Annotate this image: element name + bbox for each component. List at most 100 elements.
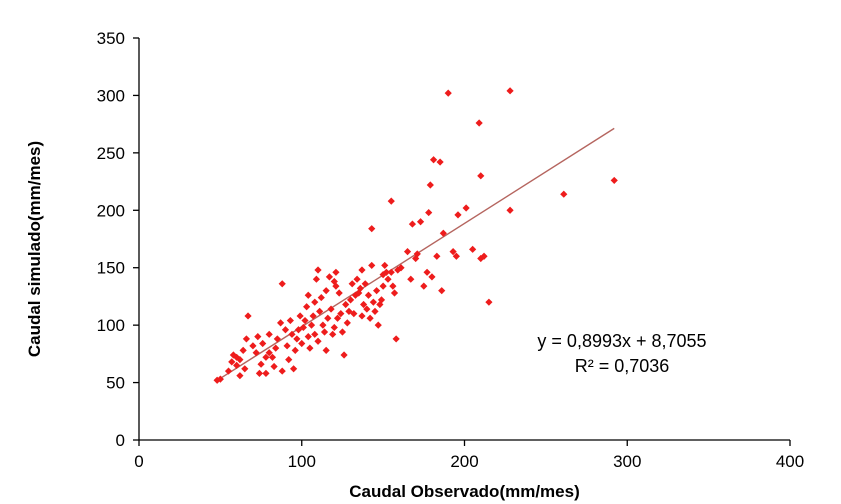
data-point [324,314,332,322]
data-point [306,344,314,352]
data-point [382,268,390,276]
data-point [366,314,374,322]
data-point [265,330,273,338]
data-point [379,282,387,290]
y-tick-label: 300 [97,86,125,105]
data-point [353,275,361,283]
data-point [345,307,353,315]
data-point [241,365,249,373]
data-point [330,323,338,332]
data-point [454,211,462,219]
data-point [276,319,285,327]
data-point [420,282,428,290]
data-point [332,268,340,276]
data-point [236,372,244,380]
data-point [340,351,348,359]
data-point [262,353,270,361]
data-point [407,275,415,283]
data-point [377,296,386,304]
data-point [304,333,312,341]
data-point [273,335,281,343]
x-tick-label: 300 [613,452,641,471]
x-ticks: 0 100 200 300 400 [134,440,804,471]
y-ticks: 0 50 100 150 200 250 300 350 [97,29,139,450]
data-point [265,349,273,357]
data-point [303,303,311,311]
data-point [259,339,267,348]
data-point [228,358,236,366]
data-point [444,89,452,97]
data-point [356,284,364,292]
data-point [281,326,290,334]
r-squared-label: R² = 0,7036 [575,356,670,376]
data-point [439,229,447,237]
data-point [314,266,322,274]
data-point [244,312,252,320]
data-point [290,365,298,373]
data-point [319,321,327,329]
data-point [425,208,433,217]
data-point [252,349,260,357]
data-point [342,300,350,309]
data-point [298,339,306,348]
data-point [416,218,425,226]
x-tick-label: 200 [450,452,478,471]
data-point [332,282,340,290]
data-point [397,264,405,272]
data-point [373,287,381,295]
data-point [408,220,417,228]
data-point [329,330,337,338]
data-point [387,197,395,205]
data-point [462,204,470,212]
data-point [325,273,334,281]
data-point [304,291,312,299]
data-point [413,250,421,258]
data-point [384,275,392,283]
data-point [371,307,379,315]
data-point [369,298,377,306]
data-point [351,291,360,299]
x-tick-label: 100 [288,452,316,471]
data-point [438,287,446,295]
data-point [449,248,457,256]
data-point [239,346,247,355]
data-point [229,351,237,359]
data-point [242,335,251,343]
y-tick-label: 200 [97,201,125,220]
data-point [390,289,399,297]
data-point [254,333,262,341]
data-point [485,298,493,306]
data-point [285,356,293,364]
data-point [309,312,317,320]
data-points [213,87,618,384]
data-point [363,305,371,313]
data-point [317,293,325,302]
data-point [346,296,355,304]
data-point [469,245,477,253]
data-point [278,367,286,375]
data-point [412,254,420,263]
data-point [272,344,280,352]
data-point [293,335,301,343]
data-point [364,291,373,299]
data-point [452,252,460,260]
data-point [348,280,356,288]
data-point [477,172,485,180]
data-point [428,273,436,281]
data-point [381,261,389,270]
data-point [394,266,402,274]
data-point [350,310,358,318]
data-point [311,330,319,338]
data-point [403,248,412,256]
data-point [337,310,345,318]
y-axis-title: Caudal simulado(mm/mes) [25,141,44,357]
x-tick-label: 400 [776,452,804,471]
data-point [257,360,265,368]
data-point [506,206,514,214]
x-tick-label: 0 [134,452,143,471]
y-tick-label: 100 [97,316,125,335]
trend-equation: y = 0,8993x + 8,7055 [537,331,706,351]
data-point [249,342,257,350]
data-point [426,181,434,189]
data-point [314,337,322,345]
